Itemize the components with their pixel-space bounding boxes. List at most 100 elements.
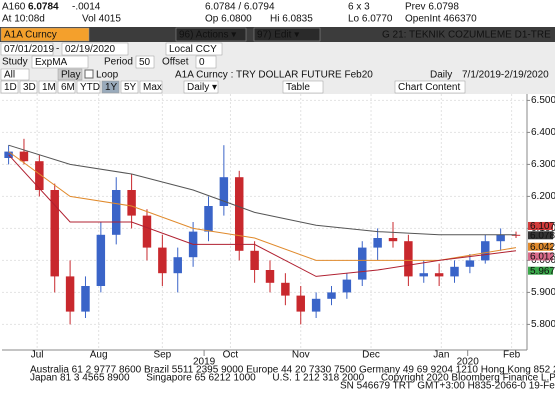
all: All <box>4 70 15 81</box>
low: Lo 6.0770 <box>348 14 393 25</box>
range-button-box[interactable] <box>76 80 101 94</box>
start-date-box[interactable] <box>0 42 54 56</box>
range-button-box[interactable] <box>101 80 120 94</box>
currency-box[interactable] <box>165 42 223 56</box>
daily-button: Daily ▾ <box>187 82 217 93</box>
edit-menu: 97) Edit ▾ <box>257 30 299 41</box>
range-button: 1Y <box>105 82 118 93</box>
edit-menu-box[interactable] <box>253 27 321 42</box>
candle-body <box>465 260 475 267</box>
bid-ask: 6.0784 / 6.0794 <box>205 2 275 13</box>
x-tick-label: Jul <box>31 350 44 361</box>
x-tick-label: Jan <box>433 350 449 361</box>
range-button-box[interactable] <box>0 80 19 94</box>
candle-body <box>434 273 444 277</box>
footer-line: Australia 61 2 9777 8600 Brazil 5511 239… <box>30 365 555 376</box>
actions-menu-box[interactable] <box>175 27 247 42</box>
candle-body <box>358 247 367 280</box>
candle-body <box>419 273 428 277</box>
play-box[interactable] <box>57 68 83 81</box>
x-tick-label: Feb <box>503 350 521 361</box>
candle-body <box>281 282 290 296</box>
y-tick-label: 6.4000 <box>531 127 555 138</box>
y-tick-label: 5.8000 <box>531 319 555 330</box>
time: At 10:08d <box>2 14 45 25</box>
range-button-box[interactable] <box>139 80 163 94</box>
size: 6 x 3 <box>348 2 370 13</box>
candle-body <box>173 257 182 274</box>
footer-panel <box>0 362 555 400</box>
candle-body <box>450 266 459 277</box>
range-button-box[interactable] <box>57 80 76 94</box>
candle-body <box>127 190 136 216</box>
last-value-box <box>528 221 553 230</box>
candle-body <box>373 238 382 248</box>
last-value-label: 6.0124 <box>530 252 555 263</box>
x-tick-label: Nov <box>292 350 310 361</box>
candle-body <box>265 270 275 283</box>
last-value-box <box>528 252 553 261</box>
period-label: Period <box>104 57 133 68</box>
y-tick-label: 6.3000 <box>531 159 555 170</box>
end-date-box[interactable] <box>61 42 129 56</box>
range-button: 1D <box>4 82 17 93</box>
open-interest: OpenInt 466370 <box>405 14 477 25</box>
footer-line: SN 546679 TRT GMT+3:00 H835-2066-0 19-Fe… <box>340 381 555 392</box>
ticker: A160 <box>2 2 26 13</box>
range-button: 5Y <box>124 82 137 93</box>
actions-menu: 96) Actions ▾ <box>179 30 236 41</box>
y-tick-label: 6.2000 <box>531 191 555 202</box>
year-label: 2019 <box>193 357 216 368</box>
period-box[interactable] <box>135 55 155 69</box>
daily-button-box[interactable] <box>183 80 219 94</box>
play: Play <box>61 70 80 81</box>
candle-body <box>327 292 336 299</box>
candle-body <box>388 238 398 242</box>
range-button: YTD <box>80 82 100 93</box>
security-box[interactable] <box>0 27 90 42</box>
range-button-box[interactable] <box>38 80 57 94</box>
candle-body <box>235 177 244 251</box>
all-box[interactable] <box>0 68 30 81</box>
security: A1A Curncy <box>4 30 57 41</box>
candle-body <box>50 190 59 277</box>
candle-body <box>296 295 305 312</box>
footer-line: Japan 81 3 4565 8900 Singapore 65 6212 1… <box>30 373 555 384</box>
chart-content-button-box[interactable] <box>394 80 466 94</box>
date-dash: - <box>56 44 59 55</box>
volume: Vol 4015 <box>82 14 121 25</box>
currency: Local CCY <box>169 44 217 55</box>
chart-content-button: Chart Content <box>398 82 460 93</box>
last-value-box <box>528 266 553 275</box>
table-button-box[interactable] <box>282 80 324 94</box>
range-button-box[interactable] <box>19 80 38 94</box>
y-tick-label: 6.5000 <box>531 95 555 106</box>
candle-body <box>111 190 121 235</box>
high: Hi 6.0835 <box>270 14 313 25</box>
candle-body <box>219 177 229 206</box>
candle-body <box>65 276 75 312</box>
study-box[interactable] <box>31 55 89 69</box>
candle-body <box>4 151 13 158</box>
candle-body <box>158 247 167 274</box>
moving-average <box>8 144 516 236</box>
range-button-box[interactable] <box>120 80 139 94</box>
candle-body <box>481 241 490 261</box>
prev: Prev 6.0798 <box>405 2 459 13</box>
y-tick-label: 6.0000 <box>531 255 555 266</box>
range-button: 1M <box>42 82 56 93</box>
frequency: Daily <box>430 70 452 81</box>
range-button: 6M <box>61 82 75 93</box>
x-tick-label: Dec <box>362 350 380 361</box>
x-tick-label: Aug <box>90 350 108 361</box>
offset: 0 <box>199 57 205 68</box>
start-date: 07/01/2019 <box>4 44 54 55</box>
candle-body <box>511 234 521 236</box>
loop-checkbox[interactable] <box>84 69 94 79</box>
last-value-label: 6.0784 <box>530 230 555 241</box>
date-range: 7/1/2019-2/19/2020 <box>462 70 549 81</box>
offset-box[interactable] <box>195 55 217 69</box>
